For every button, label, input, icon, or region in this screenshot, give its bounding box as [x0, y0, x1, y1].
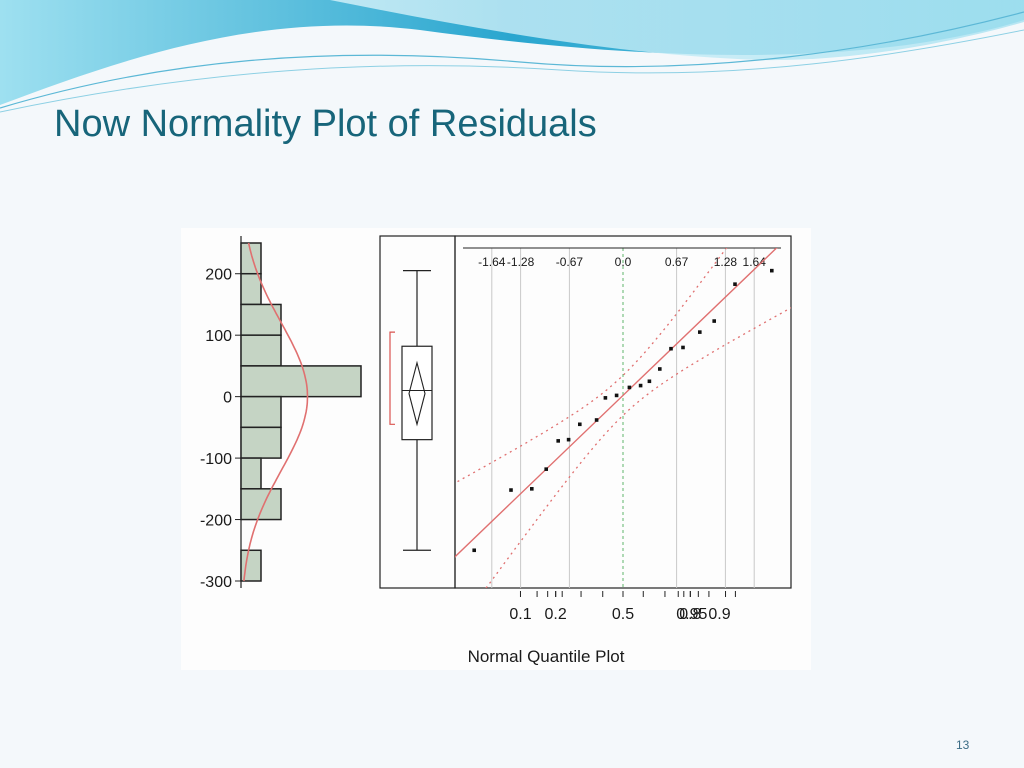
residual-point	[627, 385, 632, 390]
shortest-half-bracket	[389, 331, 395, 425]
residual-point	[544, 467, 548, 471]
residual-point	[556, 439, 560, 443]
probability-tick-label: 0.95	[676, 606, 707, 623]
normal-quantile-plot-panel: -1.64 -1.28 -0.67 0.0 0.67 1.28 1.64 0.1 0.2 0.5 0…	[454, 235, 792, 666]
top-quantile-tick-label: 0.67	[665, 255, 689, 269]
top-quantile-tick-label: -0.67	[556, 255, 584, 269]
histogram-bar	[240, 395, 282, 429]
residual-point	[472, 548, 476, 553]
residual-point	[509, 488, 513, 492]
probability-tick-label: 0.9	[708, 606, 730, 623]
normal-density-curve	[243, 242, 309, 582]
histogram-bar	[240, 303, 282, 336]
residual-point	[614, 393, 619, 398]
residual-point	[669, 346, 673, 351]
y-tick-label: -200	[200, 513, 232, 530]
slide-number: 13	[956, 738, 970, 752]
histogram-bar	[240, 426, 282, 459]
mean-diamond	[408, 360, 426, 427]
probability-tick-label: 0.1	[509, 606, 531, 623]
y-tick-label: -300	[200, 574, 232, 591]
y-tick-label: 100	[205, 328, 232, 345]
histogram-panel: 200 100 0 -100 -200 -300	[200, 236, 362, 591]
histogram-bar	[240, 272, 262, 306]
top-quantile-tick-label: 1.64	[743, 255, 767, 269]
header-wave-decoration	[0, 0, 1024, 113]
residual-point	[638, 383, 643, 388]
residual-point	[578, 422, 582, 427]
x-axis-label: Normal Quantile Plot	[468, 647, 625, 666]
box-plot-panel	[379, 235, 456, 589]
top-quantile-tick-label: 0.0	[615, 255, 632, 269]
probability-tick-label: 0.2	[545, 606, 567, 623]
quantile-plot-frame	[454, 235, 792, 589]
top-quantile-tick-label: 1.28	[714, 255, 738, 269]
histogram-bar	[240, 242, 262, 275]
upper-confidence-band	[455, 248, 728, 484]
residual-point	[712, 319, 716, 323]
histogram-bar	[240, 334, 282, 367]
residual-analysis-figure: 200 100 0 -100 -200 -300 -1.64 -1.28 -0.67 0.0 0.…	[181, 228, 811, 670]
residual-point	[770, 268, 774, 273]
histogram-bar	[240, 457, 262, 490]
plot-area	[455, 248, 791, 588]
histogram-bar	[240, 365, 362, 398]
residual-point	[603, 396, 608, 400]
histogram-bar	[240, 549, 262, 582]
residual-point	[658, 367, 662, 371]
fit-line	[455, 248, 778, 558]
probability-tick-label: 0.8	[679, 606, 701, 623]
y-tick-label: 0	[223, 390, 232, 407]
residual-point	[647, 379, 652, 384]
residual-point	[566, 437, 571, 442]
histogram-bar	[240, 488, 282, 521]
residual-point	[681, 345, 685, 350]
slide-title: Now Normality Plot of Residuals	[54, 103, 597, 145]
residual-point	[530, 487, 534, 491]
top-quantile-tick-label: -1.28	[507, 255, 535, 269]
residual-point	[594, 418, 599, 422]
y-tick-label: -100	[200, 451, 232, 468]
y-tick-label: 200	[205, 267, 232, 284]
probability-tick-label: 0.5	[612, 606, 634, 623]
top-quantile-tick-label: -1.64	[478, 255, 506, 269]
residual-point	[698, 330, 702, 334]
residual-point	[733, 282, 737, 286]
